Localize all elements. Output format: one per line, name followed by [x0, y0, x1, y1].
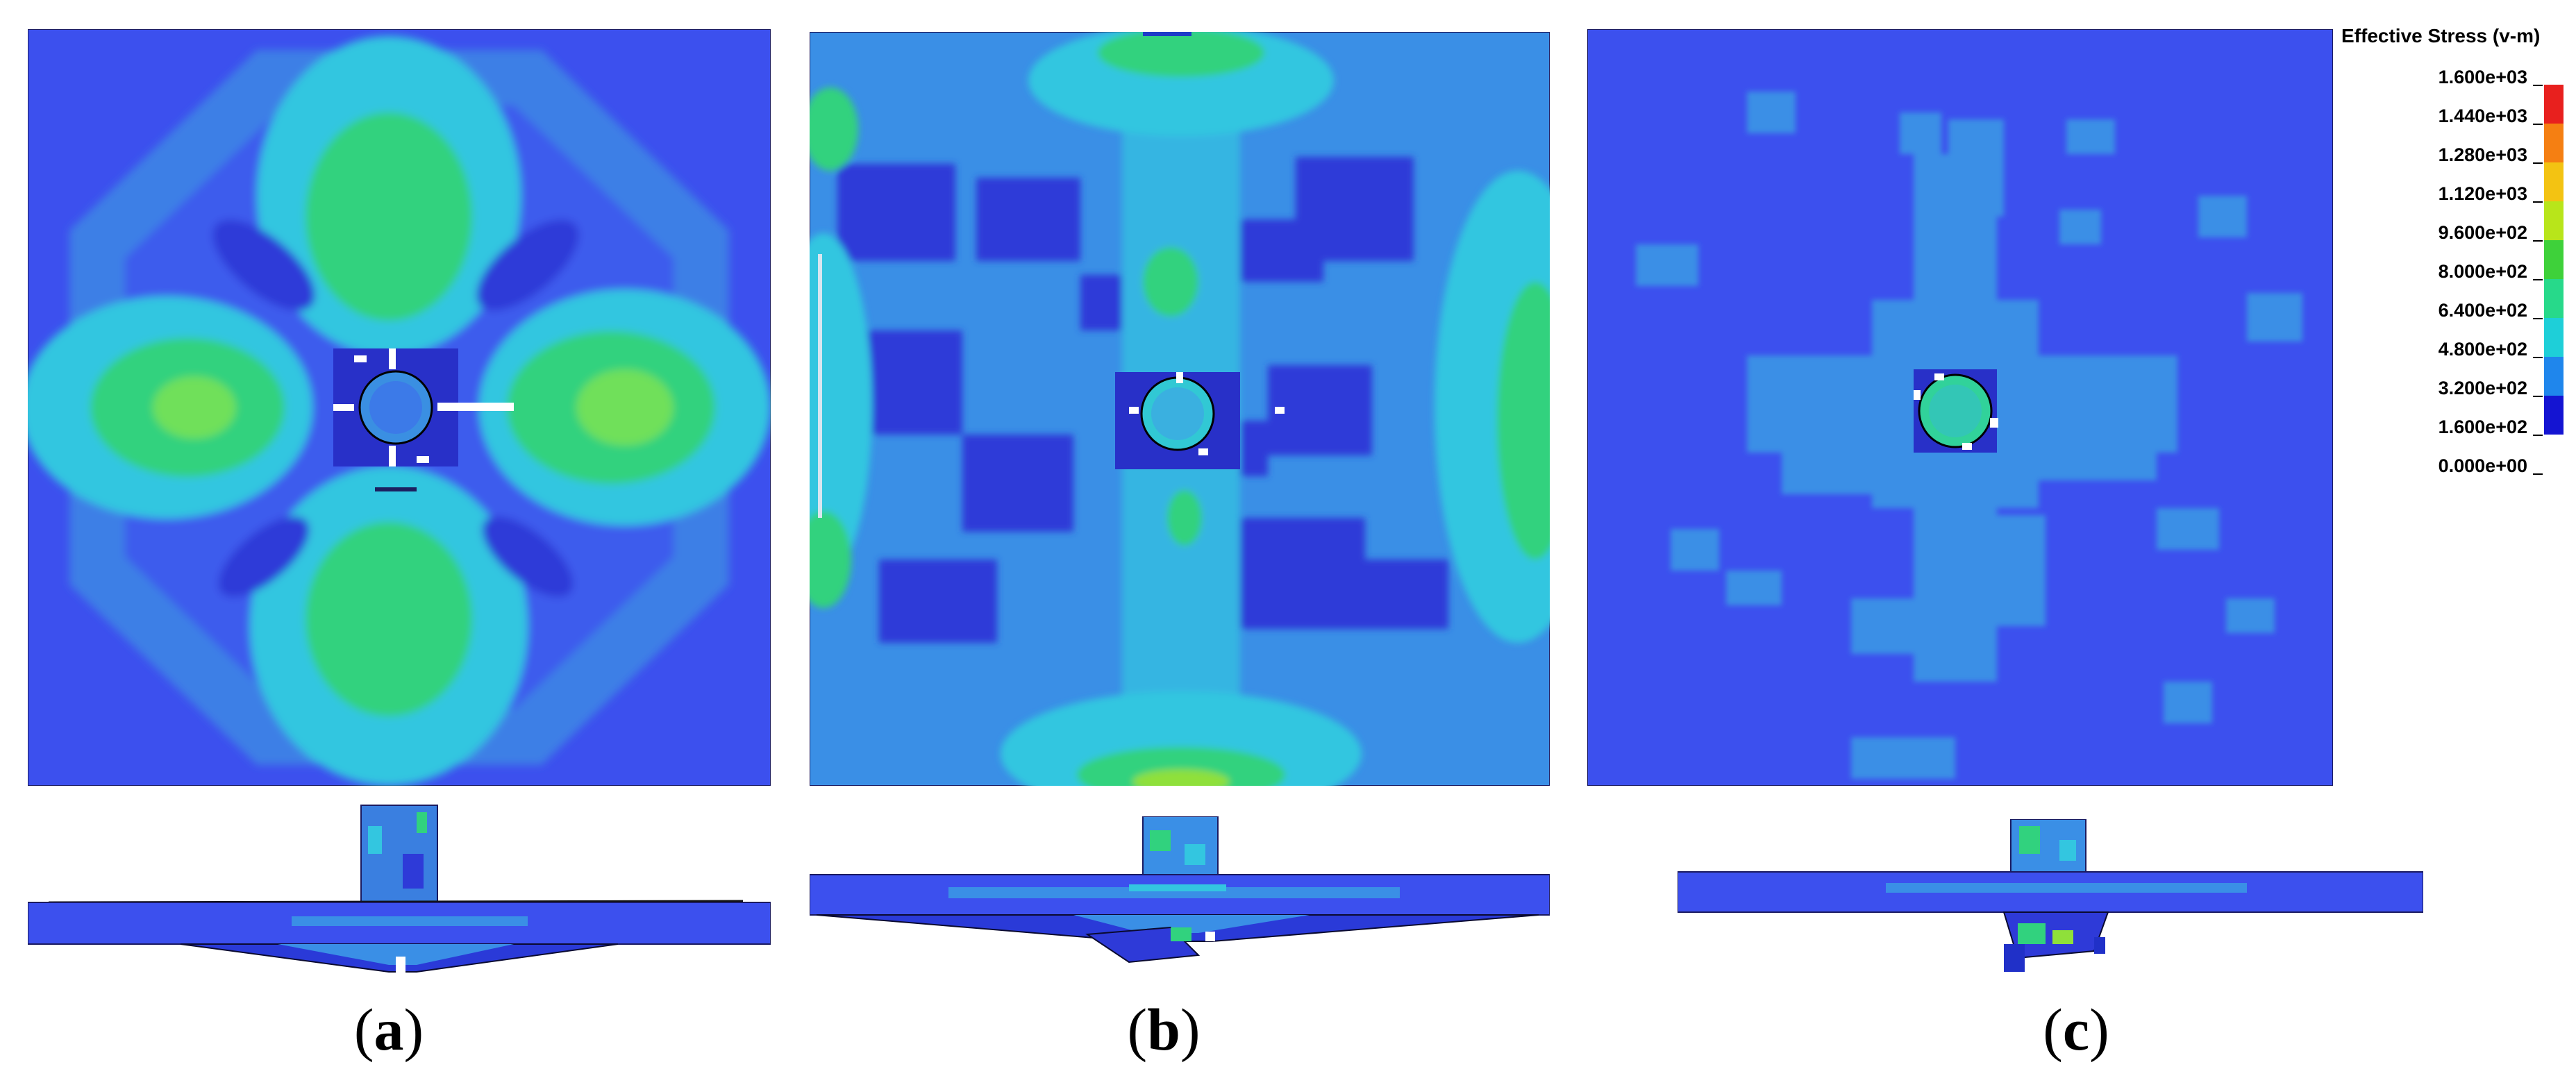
- caption-b: (b): [1094, 1000, 1233, 1059]
- legend-swatch-1: [2544, 85, 2564, 124]
- legend-tick-label: 1.600e+03: [2438, 67, 2527, 87]
- panel-b-side-view: [810, 816, 1550, 964]
- caption-close-paren: ): [403, 996, 424, 1063]
- caption-letter: a: [374, 996, 404, 1063]
- legend-tick-mark: [2533, 240, 2543, 242]
- legend-swatch-7: [2544, 318, 2564, 357]
- legend-tick-label: 8.000e+02: [2438, 261, 2527, 282]
- legend-tick-label: 0.000e+00: [2438, 455, 2527, 476]
- panel-b-top-view: [810, 32, 1550, 786]
- legend-tick-mark: [2533, 124, 2543, 125]
- panel-c-top-view: [1587, 29, 2333, 786]
- caption-letter: c: [2062, 996, 2090, 1063]
- panel-a-top-view: [28, 29, 771, 786]
- legend-tick-label: 1.280e+03: [2438, 144, 2527, 165]
- legend-tick-mark: [2533, 357, 2543, 358]
- caption-close-paren: ): [2089, 996, 2109, 1063]
- legend-tick-label: 1.440e+03: [2438, 106, 2527, 126]
- legend-tick-mark: [2533, 396, 2543, 397]
- legend-tick-mark: [2533, 279, 2543, 280]
- lobe-top-core: [306, 112, 472, 321]
- caption-c: (c): [2007, 1000, 2146, 1059]
- lobe-bottom-core: [306, 522, 472, 716]
- panel-a-side-view: [28, 805, 771, 977]
- caption-open-paren: (: [353, 996, 374, 1063]
- legend-tick-mark: [2533, 435, 2543, 436]
- legend-tick-mark: [2533, 162, 2543, 164]
- legend-tick-mark: [2533, 473, 2543, 475]
- legend-tick-label: 9.600e+02: [2438, 222, 2527, 243]
- legend-swatch-6: [2544, 279, 2564, 318]
- legend-swatch-9: [2544, 396, 2564, 435]
- legend-swatch-3: [2544, 162, 2564, 201]
- caption-letter: b: [1147, 996, 1180, 1063]
- legend-tick-mark: [2533, 201, 2543, 203]
- legend-tick-label: 3.200e+02: [2438, 378, 2527, 398]
- legend-tick-label: 1.600e+02: [2438, 417, 2527, 437]
- panel-c-side-view: [1678, 819, 2423, 972]
- legend-swatch-4: [2544, 201, 2564, 240]
- legend-swatch-8: [2544, 357, 2564, 396]
- legend-tick-mark: [2533, 318, 2543, 319]
- legend-title: Effective Stress (v-m): [2341, 25, 2541, 47]
- caption-open-paren: (: [2043, 996, 2063, 1063]
- legend-swatch-5: [2544, 240, 2564, 279]
- legend-swatch-2: [2544, 124, 2564, 162]
- legend-tick-mark: [2533, 85, 2543, 86]
- caption-a: (a): [319, 1000, 458, 1059]
- caption-close-paren: ): [1180, 996, 1201, 1063]
- caption-open-paren: (: [1127, 996, 1148, 1063]
- legend-tick-label: 6.400e+02: [2438, 300, 2527, 321]
- legend-tick-label: 1.120e+03: [2438, 183, 2527, 204]
- crack-right: [437, 403, 514, 411]
- legend-tick-label: 4.800e+02: [2438, 339, 2527, 360]
